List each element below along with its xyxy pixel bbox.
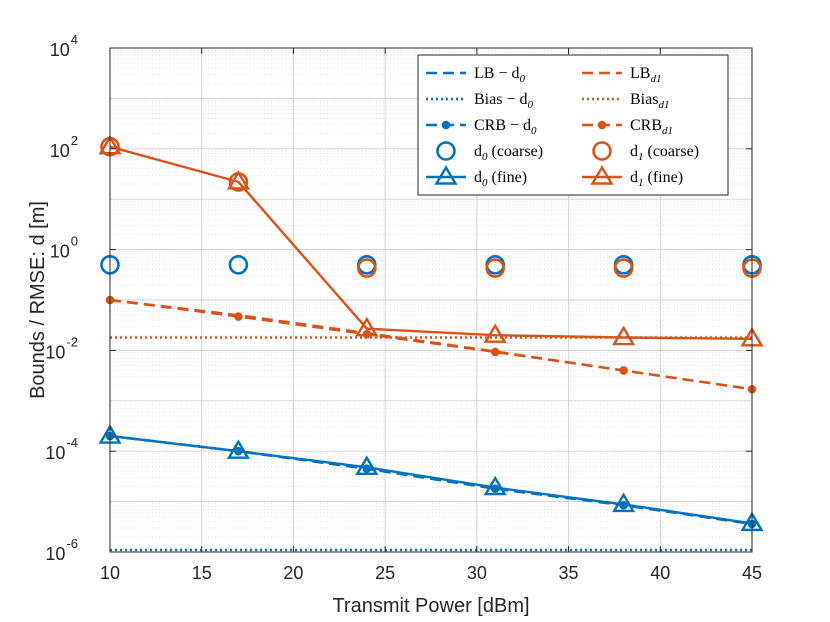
series-d0-fine xyxy=(98,424,764,532)
x-tick-label: 25 xyxy=(375,563,395,583)
legend-label: d1 (coarse) xyxy=(630,143,699,163)
legend-label: d0 (coarse) xyxy=(474,143,543,163)
marker-triangle xyxy=(611,325,636,346)
legend-entry-d0-coarse: d0 (coarse) xyxy=(436,141,543,163)
x-tick-label: 40 xyxy=(650,563,670,583)
marker-triangle xyxy=(611,492,636,513)
x-axis-label: Transmit Power [dBm] xyxy=(332,595,529,617)
marker-dot xyxy=(234,312,243,321)
series-line xyxy=(109,298,753,391)
legend-entry-lb-d1: LBd1 xyxy=(582,65,661,85)
marker-circle xyxy=(228,254,249,275)
legend-entry-d1-coarse: d1 (coarse) xyxy=(592,141,699,163)
marker-triangle xyxy=(483,475,507,496)
x-tick-label: 15 xyxy=(192,563,212,583)
marker-circle xyxy=(613,258,634,278)
legend-box xyxy=(417,54,729,196)
legend-label: CRBd1 xyxy=(630,117,673,137)
series-d1-fine xyxy=(98,134,764,347)
marker-triangle xyxy=(226,439,251,459)
marker-circle xyxy=(485,258,506,278)
marker-triangle xyxy=(434,165,458,185)
legend-label: Bias − d0 xyxy=(474,91,533,111)
x-tick-label: 35 xyxy=(559,563,579,583)
marker-dot xyxy=(597,120,607,130)
legend-entry-crb-d0: CRB − d0 xyxy=(426,117,537,137)
legend-label: Biasd1 xyxy=(630,91,669,111)
marker-triangle xyxy=(590,165,614,185)
marker-circle xyxy=(356,258,377,278)
legend: LB − d0 Bias − d0 CRB − d0 d0 (coarse) d0 (f… xyxy=(417,54,729,196)
legend-entry-d0-fine: d0 (fine) xyxy=(426,165,527,189)
legend-label: LBd1 xyxy=(630,65,661,85)
marker-triangle xyxy=(355,455,379,475)
marker-triangle xyxy=(355,316,379,337)
axes-box xyxy=(109,47,753,553)
legend-label: d1 (fine) xyxy=(630,169,683,189)
legend-entry-d1-fine: d1 (fine) xyxy=(582,165,683,189)
legend-label: LB − d0 xyxy=(474,65,525,85)
marker-circle xyxy=(436,141,456,161)
series-layer xyxy=(98,134,764,552)
marker-dot xyxy=(441,120,451,130)
legend-entry-lb-d0: LB − d0 xyxy=(426,65,525,85)
marker-triangle xyxy=(226,170,251,190)
x-tick-label: 10 xyxy=(100,563,120,583)
x-tick-label: 45 xyxy=(742,563,762,583)
legend-entry-bias-d1: Biasd1 xyxy=(582,91,669,111)
legend-label: d0 (fine) xyxy=(474,169,527,189)
marker-dot xyxy=(490,347,500,357)
series-line xyxy=(109,145,753,340)
marker-circle xyxy=(592,141,612,161)
x-axis-ticks: 10 15 20 25 30 35 40 45 xyxy=(100,48,762,583)
x-tick-label: 20 xyxy=(283,563,303,583)
x-tick-label: 30 xyxy=(467,563,487,583)
legend-entry-bias-d0: Bias − d0 xyxy=(426,91,533,111)
marker-dot xyxy=(619,366,628,375)
axes-frame xyxy=(109,47,753,553)
legend-entry-crb-d1: CRBd1 xyxy=(582,117,673,137)
series-line xyxy=(109,434,753,525)
legend-label: CRB − d0 xyxy=(474,117,537,137)
y-axis-label: Bounds / RMSE: d [m] xyxy=(27,201,49,399)
marker-triangle xyxy=(483,323,507,343)
